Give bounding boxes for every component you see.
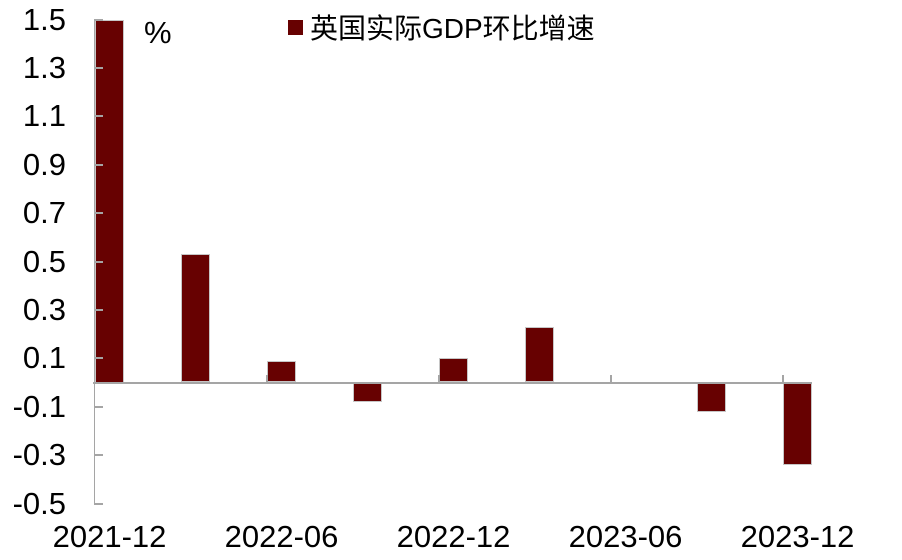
x-tick-label: 2022-12 bbox=[396, 519, 511, 554]
y-tick-label: 1.3 bbox=[22, 49, 66, 85]
y-tick-label: 0.7 bbox=[22, 195, 66, 231]
x-tick bbox=[438, 374, 440, 383]
y-tick bbox=[95, 212, 103, 215]
y-axis-line bbox=[93, 19, 95, 505]
x-tick-label: 2022-06 bbox=[224, 519, 339, 554]
bar bbox=[267, 360, 296, 383]
legend-swatch-icon bbox=[288, 20, 303, 35]
y-tick-label: 0.1 bbox=[22, 340, 66, 376]
y-tick-label: 0.5 bbox=[22, 243, 66, 279]
y-tick bbox=[95, 115, 103, 118]
bar bbox=[95, 19, 124, 383]
chart-legend: 英国实际GDP环比增速 bbox=[288, 15, 595, 43]
y-tick bbox=[95, 260, 103, 263]
bar bbox=[439, 358, 468, 383]
x-tick-label: 2023-12 bbox=[740, 519, 855, 554]
y-tick-label: -0.3 bbox=[12, 437, 66, 473]
y-tick bbox=[95, 18, 103, 21]
x-tick-label: 2021-12 bbox=[52, 519, 167, 554]
legend-label: 英国实际GDP环比增速 bbox=[310, 13, 595, 44]
y-tick-label: 1.1 bbox=[22, 98, 66, 134]
y-tick bbox=[95, 502, 103, 505]
y-tick-label: -0.5 bbox=[12, 485, 66, 521]
y-tick-label: -0.1 bbox=[12, 388, 66, 424]
y-tick-label: 0.9 bbox=[22, 146, 66, 182]
y-tick bbox=[95, 405, 103, 408]
y-tick-label: 0.3 bbox=[22, 291, 66, 327]
y-axis-unit-label: % bbox=[144, 15, 172, 50]
bar bbox=[697, 382, 726, 412]
x-tick-label: 2023-06 bbox=[568, 519, 683, 554]
y-tick bbox=[95, 66, 103, 69]
x-tick bbox=[782, 374, 784, 383]
y-tick bbox=[95, 308, 103, 311]
x-tick bbox=[610, 374, 612, 383]
bar bbox=[353, 382, 382, 402]
y-tick bbox=[95, 357, 103, 360]
y-tick bbox=[95, 163, 103, 166]
y-tick-label: 1.5 bbox=[22, 1, 66, 37]
bar bbox=[525, 326, 554, 383]
x-axis-line bbox=[93, 381, 812, 384]
y-tick bbox=[95, 454, 103, 457]
x-tick bbox=[266, 374, 268, 383]
bar bbox=[181, 254, 210, 383]
bar bbox=[783, 382, 812, 465]
